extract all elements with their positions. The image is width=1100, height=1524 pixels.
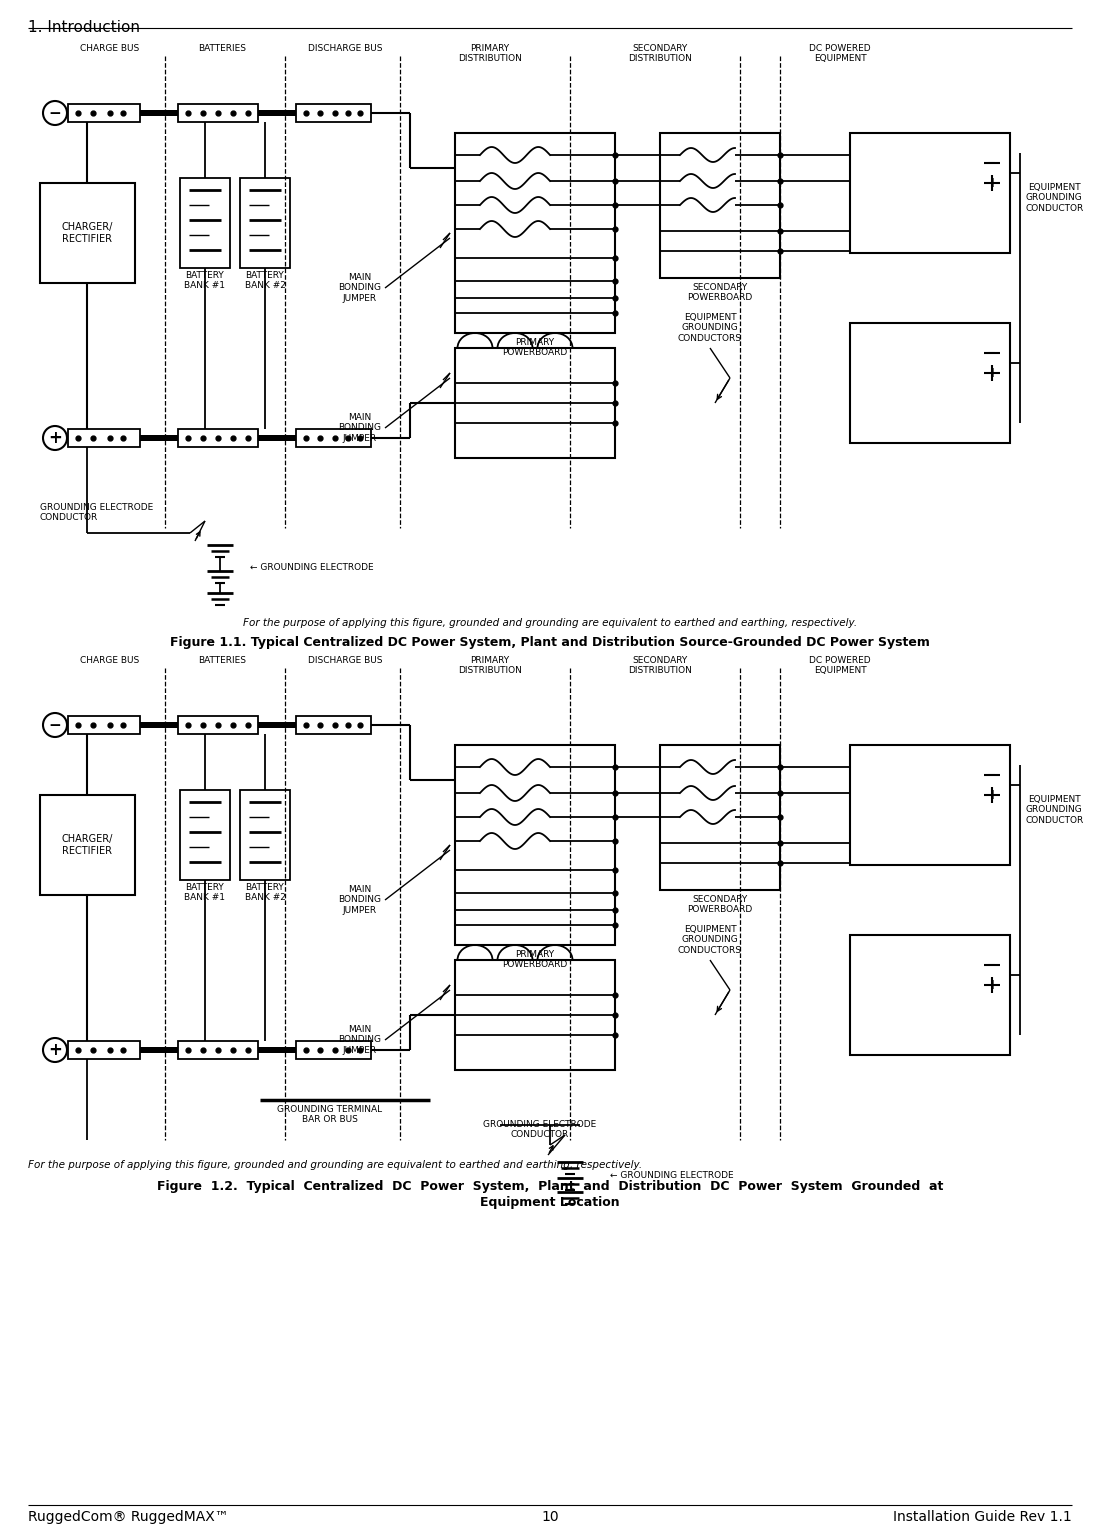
Bar <box>68 1041 140 1059</box>
Bar <box>455 745 615 945</box>
Text: BATTERY
BANK #2: BATTERY BANK #2 <box>244 271 285 291</box>
Text: For the purpose of applying this figure, grounded and grounding are equivalent t: For the purpose of applying this figure,… <box>28 1160 642 1170</box>
Text: BATTERIES: BATTERIES <box>198 655 246 664</box>
Text: DISCHARGE BUS: DISCHARGE BUS <box>308 655 383 664</box>
Bar <box>178 104 258 122</box>
Bar <box>258 434 296 440</box>
Text: Figure  1.2.  Typical  Centralized  DC  Power  System,  Plant  and  Distribution: Figure 1.2. Typical Centralized DC Power… <box>157 1180 943 1193</box>
Text: −: − <box>48 105 62 120</box>
Bar <box>240 789 290 879</box>
Text: RuggedCom® RuggedMAX™: RuggedCom® RuggedMAX™ <box>28 1510 229 1524</box>
Bar <box>850 133 1010 253</box>
Bar <box>258 722 296 728</box>
Text: +: + <box>48 428 62 447</box>
Bar <box>68 104 140 122</box>
Text: −: − <box>988 770 997 780</box>
Text: 1. Introduction: 1. Introduction <box>28 20 140 35</box>
Bar <box>178 716 258 735</box>
Text: ← GROUNDING ELECTRODE: ← GROUNDING ELECTRODE <box>610 1170 734 1180</box>
Text: EQUIPMENT
GROUNDING
CONDUCTORS: EQUIPMENT GROUNDING CONDUCTORS <box>678 925 743 956</box>
Bar <box>40 796 135 895</box>
Text: −: − <box>988 158 997 168</box>
Text: +: + <box>48 1041 62 1059</box>
Bar <box>258 110 296 116</box>
Text: Figure 1.1. Typical Centralized DC Power System, Plant and Distribution Source-G: Figure 1.1. Typical Centralized DC Power… <box>170 636 929 649</box>
Text: +: + <box>987 978 998 992</box>
Text: DC POWERED
EQUIPMENT: DC POWERED EQUIPMENT <box>810 44 871 64</box>
Text: +: + <box>987 366 998 379</box>
Bar <box>258 1047 296 1053</box>
Text: CHARGE BUS: CHARGE BUS <box>80 655 140 664</box>
Bar <box>455 347 615 459</box>
Bar <box>140 110 178 116</box>
Bar <box>140 434 178 440</box>
Bar <box>68 716 140 735</box>
Bar <box>40 183 135 283</box>
Bar <box>140 722 178 728</box>
Text: PRIMARY
POWERBOARD: PRIMARY POWERBOARD <box>503 338 568 358</box>
Text: −: − <box>48 718 62 733</box>
Text: PRIMARY
DISTRIBUTION: PRIMARY DISTRIBUTION <box>458 44 521 64</box>
Text: BATTERY
BANK #1: BATTERY BANK #1 <box>185 271 226 291</box>
Text: ← GROUNDING ELECTRODE: ← GROUNDING ELECTRODE <box>250 564 374 573</box>
Bar <box>296 104 371 122</box>
Text: CHARGER/
RECTIFIER: CHARGER/ RECTIFIER <box>62 834 112 856</box>
Text: MAIN
BONDING
JUMPER: MAIN BONDING JUMPER <box>339 885 382 914</box>
Text: Equipment Location: Equipment Location <box>481 1196 619 1209</box>
Text: BATTERIES: BATTERIES <box>198 44 246 53</box>
Bar <box>850 745 1010 866</box>
Bar <box>178 1041 258 1059</box>
Text: SECONDARY
POWERBOARD: SECONDARY POWERBOARD <box>688 895 752 914</box>
Bar <box>140 1047 178 1053</box>
Text: DISCHARGE BUS: DISCHARGE BUS <box>308 44 383 53</box>
Text: GROUNDING ELECTRODE
CONDUCTOR: GROUNDING ELECTRODE CONDUCTOR <box>483 1120 596 1140</box>
Text: PRIMARY
DISTRIBUTION: PRIMARY DISTRIBUTION <box>458 655 521 675</box>
Text: BATTERY
BANK #2: BATTERY BANK #2 <box>244 882 285 902</box>
Text: Installation Guide Rev 1.1: Installation Guide Rev 1.1 <box>893 1510 1072 1524</box>
Bar <box>296 1041 371 1059</box>
Bar <box>296 428 371 447</box>
Text: BATTERY
BANK #1: BATTERY BANK #1 <box>185 882 226 902</box>
Text: EQUIPMENT
GROUNDING
CONDUCTOR: EQUIPMENT GROUNDING CONDUCTOR <box>1025 796 1084 824</box>
Bar <box>68 428 140 447</box>
Bar <box>180 789 230 879</box>
Text: PRIMARY
POWERBOARD: PRIMARY POWERBOARD <box>503 949 568 969</box>
Text: −: − <box>988 347 997 358</box>
Text: SECONDARY
DISTRIBUTION: SECONDARY DISTRIBUTION <box>628 44 692 64</box>
Text: MAIN
BONDING
JUMPER: MAIN BONDING JUMPER <box>339 1026 382 1055</box>
Text: SECONDARY
POWERBOARD: SECONDARY POWERBOARD <box>688 283 752 302</box>
Text: +: + <box>987 788 998 802</box>
Bar <box>296 716 371 735</box>
Text: GROUNDING TERMINAL
BAR OR BUS: GROUNDING TERMINAL BAR OR BUS <box>277 1105 383 1125</box>
Text: MAIN
BONDING
JUMPER: MAIN BONDING JUMPER <box>339 413 382 443</box>
Text: DC POWERED
EQUIPMENT: DC POWERED EQUIPMENT <box>810 655 871 675</box>
Bar <box>660 745 780 890</box>
Bar <box>850 323 1010 443</box>
Bar <box>660 133 780 277</box>
Text: CHARGER/
RECTIFIER: CHARGER/ RECTIFIER <box>62 223 112 244</box>
Bar <box>180 178 230 268</box>
Text: CHARGE BUS: CHARGE BUS <box>80 44 140 53</box>
Text: EQUIPMENT
GROUNDING
CONDUCTORS: EQUIPMENT GROUNDING CONDUCTORS <box>678 312 743 343</box>
Text: 10: 10 <box>541 1510 559 1524</box>
Text: −: − <box>988 960 997 969</box>
Bar <box>178 428 258 447</box>
Text: EQUIPMENT
GROUNDING
CONDUCTOR: EQUIPMENT GROUNDING CONDUCTOR <box>1025 183 1084 213</box>
Bar <box>850 936 1010 1055</box>
Text: SECONDARY
DISTRIBUTION: SECONDARY DISTRIBUTION <box>628 655 692 675</box>
Text: For the purpose of applying this figure, grounded and grounding are equivalent t: For the purpose of applying this figure,… <box>243 619 857 628</box>
Bar <box>455 133 615 334</box>
Text: +: + <box>987 175 998 190</box>
Bar <box>455 960 615 1070</box>
Bar <box>240 178 290 268</box>
Text: GROUNDING ELECTRODE
CONDUCTOR: GROUNDING ELECTRODE CONDUCTOR <box>40 503 153 523</box>
Text: MAIN
BONDING
JUMPER: MAIN BONDING JUMPER <box>339 273 382 303</box>
